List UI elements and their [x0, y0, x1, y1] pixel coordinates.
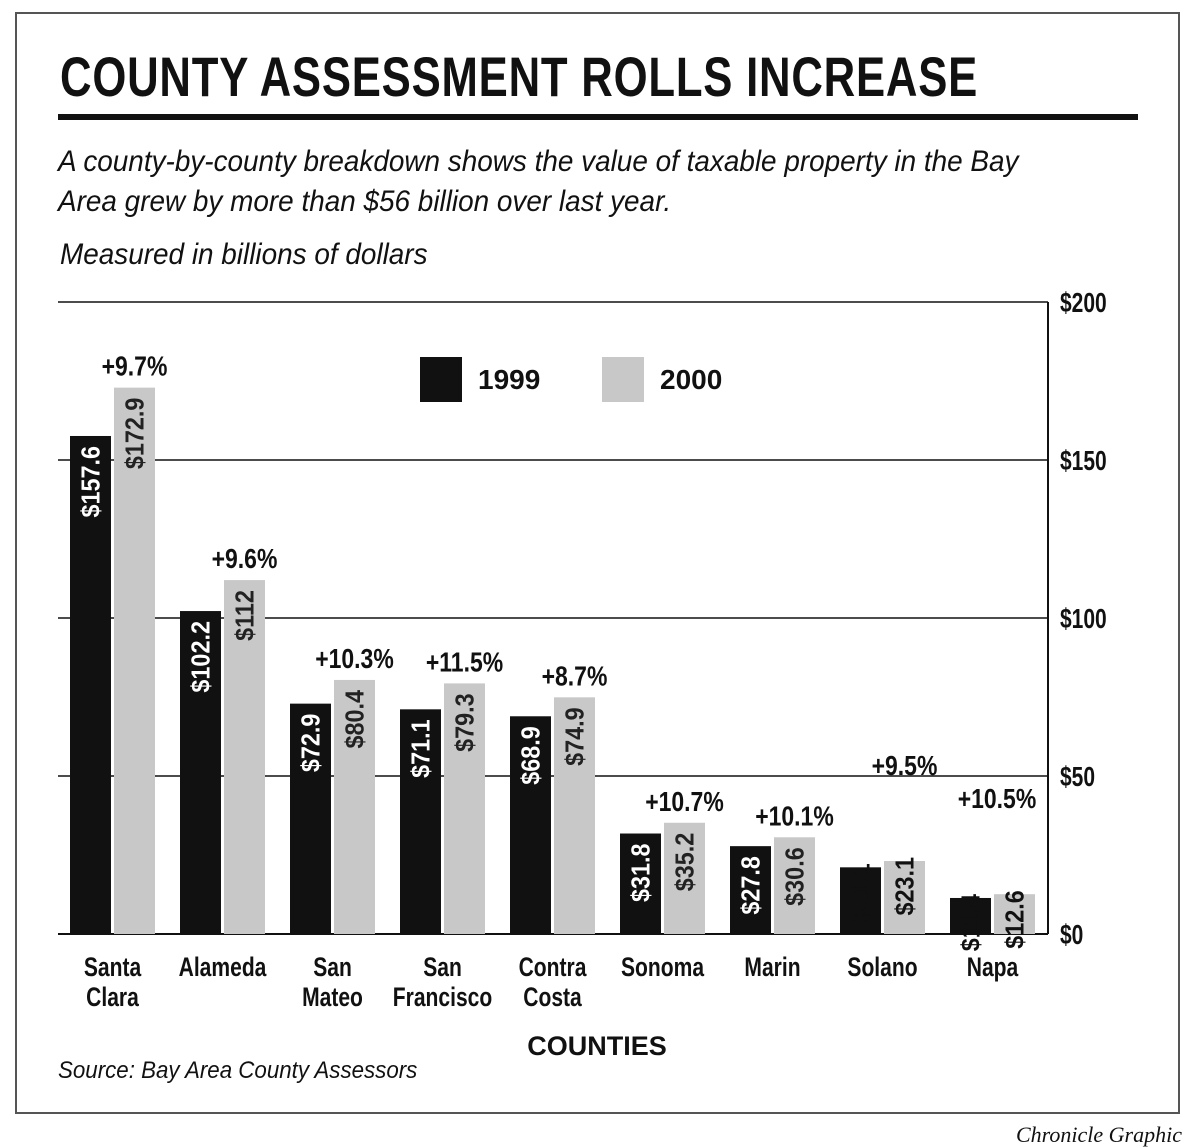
bar-1999: [400, 709, 441, 934]
percent-change-label: +10.5%: [958, 784, 1037, 815]
x-category-label: Alameda: [179, 953, 267, 983]
bar-value-label: $74.9: [561, 707, 589, 766]
bar-2000: [554, 697, 595, 934]
percent-change-label: +10.1%: [755, 801, 834, 832]
bar-value-label: $31.8: [627, 844, 655, 903]
percent-change-label: +9.6%: [212, 544, 278, 575]
bar-value-label: $112: [231, 590, 259, 641]
bar-1999: [180, 611, 221, 934]
bar-value-label: $23.1: [891, 857, 919, 916]
bar-value-label: $172.9: [121, 398, 149, 470]
bar-value-label: $157.6: [77, 446, 105, 518]
chart-subtitle: A county-by-county breakdown shows the v…: [58, 145, 1019, 218]
bar-1999: [620, 833, 661, 934]
x-category-label: San: [313, 953, 352, 983]
x-category-label: Solano: [847, 953, 917, 983]
bar-value-label: $72.9: [297, 714, 325, 773]
x-category-label: Marin: [744, 953, 800, 983]
bar-2000: [114, 387, 155, 934]
x-category-label: Contra: [519, 953, 587, 983]
bar-value-label: $102.2: [187, 621, 215, 693]
bar-2000: [224, 580, 265, 934]
x-category-label: Sonoma: [621, 953, 705, 983]
x-category-label: Napa: [967, 953, 1019, 983]
bar-2000: [334, 679, 375, 934]
source-note: Source: Bay Area County Assessors: [58, 1057, 418, 1084]
bar-1999: [510, 716, 551, 934]
y-tick-label: $200: [1060, 288, 1107, 319]
x-category-label: Francisco: [393, 983, 492, 1013]
bar-value-label: $21.1: [847, 863, 875, 922]
legend-label-2000: 2000: [660, 364, 722, 395]
bar-2000: [664, 822, 705, 934]
bar-2000: [774, 837, 815, 934]
bar-value-label: $30.6: [781, 847, 809, 906]
y-tick-label: $50: [1060, 762, 1095, 793]
bar-value-label: $68.9: [517, 726, 545, 785]
percent-change-label: +9.7%: [102, 352, 168, 383]
bar-1999: [70, 435, 111, 934]
x-axis-title: COUNTIES: [527, 1031, 667, 1061]
percent-change-label: +10.7%: [645, 787, 724, 818]
bar-1999: [840, 867, 881, 934]
percent-change-label: +11.5%: [426, 647, 503, 678]
legend-swatch-1999: [420, 357, 462, 402]
bar-1999: [730, 846, 771, 934]
legend-swatch-2000: [602, 357, 644, 402]
y-tick-label: $100: [1060, 604, 1107, 635]
bar-2000: [884, 861, 925, 934]
chart-frame: [15, 12, 1180, 1114]
bar-value-label: $35.2: [671, 833, 699, 892]
percent-change-label: +9.5%: [872, 751, 938, 782]
bar-1999: [290, 703, 331, 934]
bar-1999: [950, 897, 991, 934]
percent-change-label: +8.7%: [542, 661, 608, 692]
bar-value-label: $11.4: [957, 894, 985, 951]
bar-2000: [444, 683, 485, 934]
x-category-label: Mateo: [302, 983, 363, 1013]
x-category-label: Clara: [86, 983, 139, 1013]
bar-value-label: $80.4: [341, 690, 369, 749]
y-tick-label: $150: [1060, 446, 1107, 477]
y-tick-label: $0: [1060, 920, 1083, 951]
x-category-label: Santa: [84, 953, 142, 983]
chart-title: COUNTY ASSESSMENT ROLLS INCREASE: [60, 45, 979, 108]
title-rule: [58, 114, 1138, 120]
x-category-label: Costa: [523, 983, 582, 1013]
bar-value-label: $79.3: [451, 693, 479, 752]
x-category-label: San: [423, 953, 462, 983]
percent-change-label: +10.3%: [315, 644, 394, 675]
credit: Chronicle Graphic: [1016, 1122, 1182, 1147]
bar-value-label: $12.6: [1001, 890, 1029, 949]
legend-label-1999: 1999: [478, 364, 540, 395]
bar-value-label: $27.8: [737, 856, 765, 915]
bar-value-label: $71.1: [407, 719, 435, 778]
units-note: Measured in billions of dollars: [60, 238, 428, 271]
bar-2000: [994, 894, 1035, 934]
